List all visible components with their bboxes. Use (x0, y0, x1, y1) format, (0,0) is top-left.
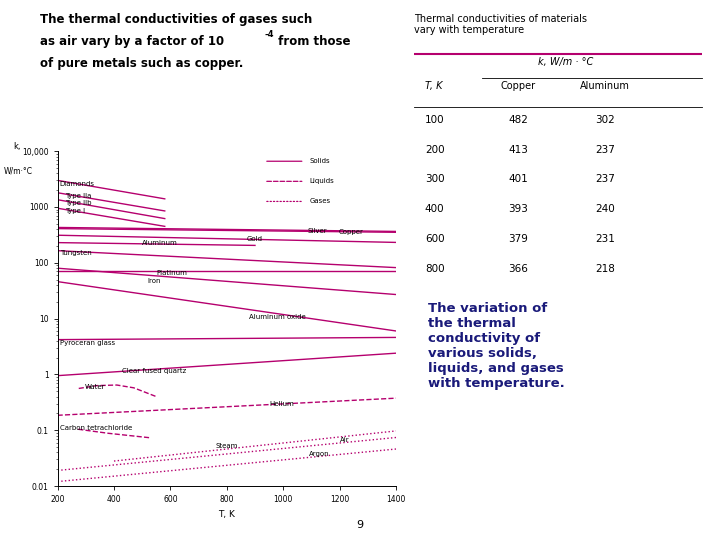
Text: Air: Air (340, 437, 349, 443)
Text: Water: Water (84, 384, 105, 390)
Text: Copper: Copper (338, 229, 363, 235)
Text: 240: 240 (595, 204, 615, 214)
Text: T, K: T, K (425, 81, 442, 91)
Text: Liquids: Liquids (310, 178, 335, 184)
Text: 300: 300 (425, 174, 444, 185)
Text: Helium: Helium (269, 401, 294, 407)
Text: Aluminum: Aluminum (143, 240, 178, 246)
Text: Aluminum oxide: Aluminum oxide (249, 314, 306, 320)
Text: Type IIb: Type IIb (65, 200, 91, 206)
Text: -4: -4 (264, 30, 274, 39)
Text: from those: from those (274, 35, 350, 48)
Text: W/m·°C: W/m·°C (4, 166, 32, 176)
Text: k, W/m · °C: k, W/m · °C (538, 57, 593, 67)
Text: Gold: Gold (246, 237, 263, 242)
Text: The variation of
the thermal
conductivity of
various solids,
liquids, and gases
: The variation of the thermal conductivit… (428, 302, 565, 390)
Text: 237: 237 (595, 145, 615, 155)
Text: Pyroceran glass: Pyroceran glass (60, 340, 115, 346)
Text: 302: 302 (595, 115, 615, 125)
Text: Platinum: Platinum (156, 270, 187, 276)
Text: Thermal conductivities of materials
vary with temperature: Thermal conductivities of materials vary… (414, 14, 587, 35)
Text: Argon: Argon (309, 451, 329, 457)
Text: Silver: Silver (307, 228, 327, 234)
Text: Solids: Solids (310, 158, 330, 164)
Text: 231: 231 (595, 234, 615, 244)
Text: Gases: Gases (310, 198, 330, 205)
Text: Aluminum: Aluminum (580, 81, 630, 91)
Text: 482: 482 (508, 115, 528, 125)
Text: Diamonds: Diamonds (60, 181, 94, 187)
Text: 401: 401 (508, 174, 528, 185)
Text: 218: 218 (595, 264, 615, 274)
Text: Carbon tetrachloride: Carbon tetrachloride (60, 426, 132, 431)
Text: The thermal conductivities of gases such: The thermal conductivities of gases such (40, 14, 312, 26)
Text: Copper: Copper (501, 81, 536, 91)
Text: of pure metals such as copper.: of pure metals such as copper. (40, 57, 243, 70)
Text: 800: 800 (425, 264, 444, 274)
Text: 9: 9 (356, 520, 364, 530)
Text: 379: 379 (508, 234, 528, 244)
Text: 200: 200 (425, 145, 444, 155)
Text: 393: 393 (508, 204, 528, 214)
Text: Tungsten: Tungsten (60, 251, 92, 256)
Text: Type IIa: Type IIa (65, 193, 91, 199)
Text: Clear fused quartz: Clear fused quartz (122, 368, 186, 374)
Text: 237: 237 (595, 174, 615, 185)
Text: as air vary by a factor of 10: as air vary by a factor of 10 (40, 35, 224, 48)
Text: 600: 600 (425, 234, 444, 244)
Text: Iron: Iron (148, 278, 161, 284)
Text: k,: k, (14, 142, 21, 151)
Text: 400: 400 (425, 204, 444, 214)
X-axis label: T, K: T, K (218, 510, 235, 518)
Text: 366: 366 (508, 264, 528, 274)
Text: Type I: Type I (65, 208, 85, 214)
Text: Steam: Steam (215, 443, 238, 449)
Text: 413: 413 (508, 145, 528, 155)
Text: 100: 100 (425, 115, 444, 125)
